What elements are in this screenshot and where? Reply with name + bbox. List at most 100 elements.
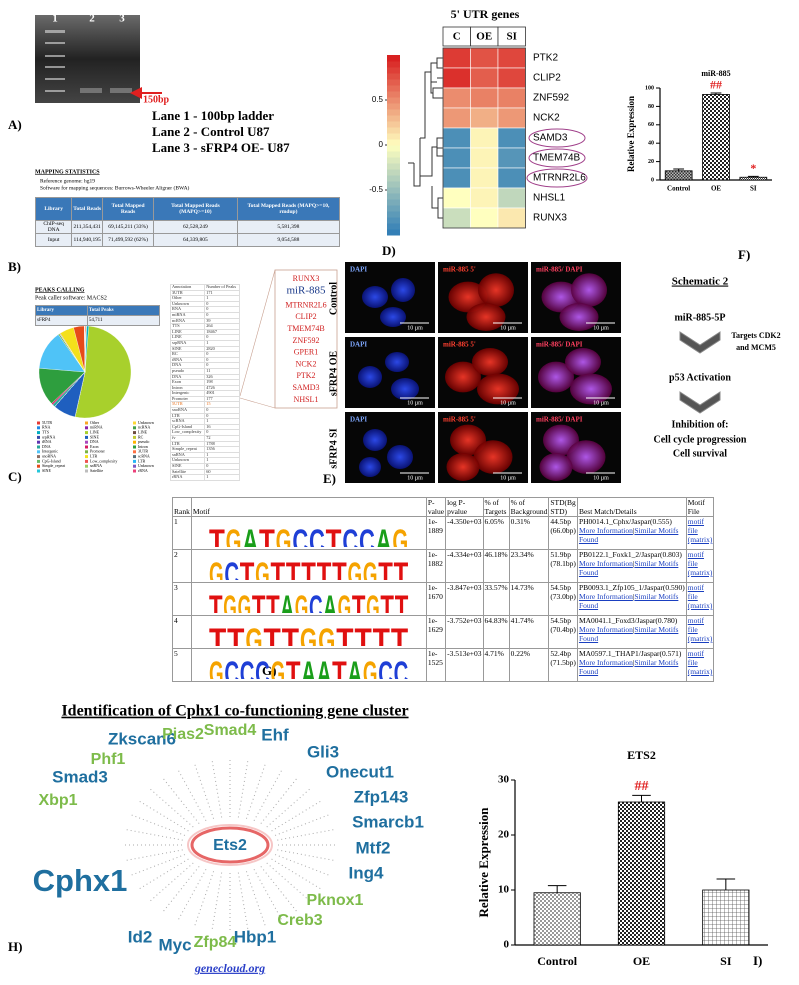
link-more[interactable]: More Information xyxy=(578,592,633,601)
cell: 0 xyxy=(204,300,240,308)
cell: 44.5bp (66.0bp) xyxy=(548,516,578,550)
cloud-gene: Xbp1 xyxy=(38,792,77,809)
colorbar-step xyxy=(387,67,400,74)
motif-letter: T xyxy=(252,589,266,613)
motif-letter: T xyxy=(286,556,301,580)
link-more[interactable]: More Information xyxy=(578,625,633,634)
ray xyxy=(211,872,223,932)
callout-gene: CLIP2 xyxy=(295,312,316,321)
motif-letter: C xyxy=(255,655,270,679)
callout-gene: TMEM74B xyxy=(287,324,324,333)
error-bar xyxy=(710,92,722,95)
cell xyxy=(473,440,513,474)
row: Satellite 60 xyxy=(169,468,240,476)
y-tick-label: 0 xyxy=(504,939,510,951)
motif-letter: C xyxy=(359,523,375,547)
link-similar[interactable]: Similar Motifs Found xyxy=(578,658,679,676)
motif-file: motif file (matrix) xyxy=(685,582,715,616)
motif-letter: T xyxy=(240,556,255,580)
annotation-table: Annotation Number of Peaks 3UTR 171 Other 1 Un… xyxy=(169,284,240,481)
row: ncRNA 39 xyxy=(169,317,240,325)
link-more[interactable]: More Information xyxy=(578,559,633,568)
link-file[interactable]: motif file (matrix) xyxy=(687,616,713,643)
cell: 60 xyxy=(204,468,240,476)
cell xyxy=(477,373,519,405)
row: Promoter 177 xyxy=(169,395,240,403)
colorbar-step xyxy=(387,115,400,122)
cell: 171 xyxy=(204,289,240,297)
row: sFRP4 54,711 xyxy=(35,315,161,326)
colorbar-step xyxy=(387,55,400,62)
motif-letter: G xyxy=(363,655,378,679)
cell xyxy=(445,361,481,393)
link-similar[interactable]: Similar Motifs Found xyxy=(578,526,679,544)
link-more[interactable]: More Information xyxy=(578,658,633,667)
motif-letter: G xyxy=(295,589,309,613)
row-label: Control xyxy=(328,282,339,315)
cell: 1e-1889 xyxy=(425,516,447,550)
cell: 3UTR xyxy=(169,289,206,297)
cell xyxy=(571,273,607,307)
legend-swatch xyxy=(37,459,40,463)
cell: sFRP4 xyxy=(35,315,88,326)
row: miRNA 0 xyxy=(169,312,240,319)
bar xyxy=(702,889,750,946)
legend-label: Intron xyxy=(138,444,148,449)
row: LINE 0 xyxy=(169,334,240,341)
cell: 52.4bp (71.5bp) xyxy=(548,648,578,682)
colorbar-step xyxy=(387,211,400,218)
link-file[interactable]: motif file (matrix) xyxy=(687,517,713,544)
cell: 54,711 xyxy=(86,315,161,326)
legend-label: LINE xyxy=(90,430,100,435)
link-similar[interactable]: Similar Motifs Found xyxy=(578,592,679,610)
link-similar[interactable]: Similar Motifs Found xyxy=(578,559,679,577)
legend-label: SINE xyxy=(90,434,99,439)
cell: 0.31% xyxy=(508,516,550,550)
error-bar xyxy=(747,175,759,178)
ray xyxy=(193,871,215,928)
cell: 264 xyxy=(204,323,240,330)
ray xyxy=(193,762,215,819)
colorbar-step xyxy=(387,193,400,200)
link-file[interactable]: motif file (matrix) xyxy=(687,550,713,577)
callout-gene: NCK2 xyxy=(296,359,317,368)
cell: RNA xyxy=(169,306,206,313)
motif-letter: T xyxy=(282,622,299,646)
colorbar-step xyxy=(387,181,400,188)
heat-cell xyxy=(442,67,471,89)
chart-title: miR-885 xyxy=(701,69,730,78)
row-label: MTRNR2L6 xyxy=(533,173,586,184)
legend-swatch xyxy=(133,455,136,459)
cell: snRNA xyxy=(169,451,206,459)
y-tick-label: 10 xyxy=(498,884,510,896)
link-file[interactable]: motif file (matrix) xyxy=(687,649,713,676)
cell: 114,940,195 xyxy=(71,233,104,247)
heat-cell xyxy=(470,107,499,129)
callout-gene: ZNF592 xyxy=(292,336,319,345)
motif-letter: C xyxy=(342,523,358,547)
scale-label: 10 µm xyxy=(407,475,423,481)
cell: -3.752e+03 xyxy=(445,615,484,649)
legend-label: DNA xyxy=(42,444,51,449)
link-more[interactable]: More Information xyxy=(578,526,633,535)
heat-cell xyxy=(497,87,526,109)
link-similar[interactable]: Similar Motifs Found xyxy=(578,625,679,643)
ray xyxy=(260,866,298,913)
match: MA0041.1_Foxd3/Jaspar(0.780) xyxy=(578,616,678,625)
colorbar-label: 0.5 xyxy=(372,95,384,104)
callout-lines xyxy=(239,269,276,409)
cell xyxy=(472,348,508,376)
link-file[interactable]: motif file (matrix) xyxy=(687,583,713,610)
cell xyxy=(565,348,601,376)
y-tick-label: 100 xyxy=(645,85,654,91)
cell: 0.22% xyxy=(508,648,550,682)
motif-letter: G xyxy=(363,556,378,580)
legend-label: Unknown xyxy=(138,420,154,425)
center-ellipse xyxy=(190,826,270,864)
ray xyxy=(237,872,249,932)
row: DNA 326 xyxy=(169,373,240,381)
row: Input 114,940,195 71,499,592 (62%) 64,339,8… xyxy=(34,233,341,247)
legend-swatch xyxy=(37,421,40,425)
